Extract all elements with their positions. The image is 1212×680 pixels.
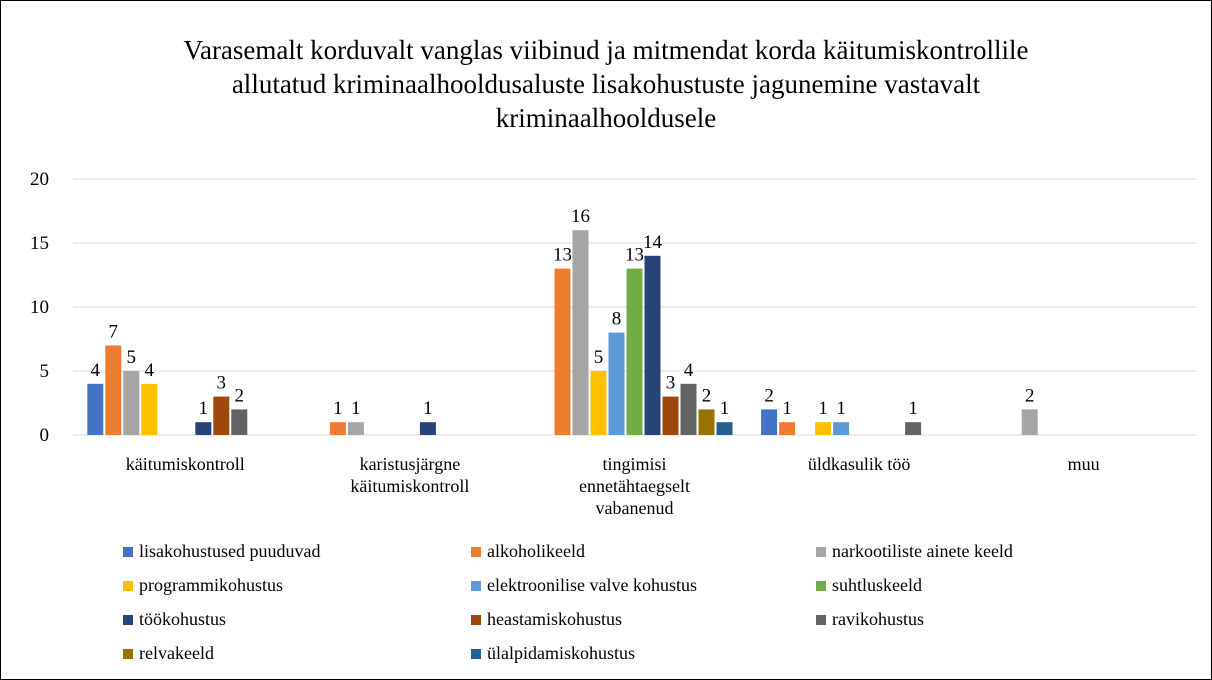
legend-entry: ülalpidamiskohustus — [471, 643, 635, 664]
bar — [123, 371, 140, 435]
legend-swatch — [471, 615, 481, 625]
legend-label: ravikohustus — [832, 609, 924, 629]
data-label: 1 — [423, 398, 433, 419]
legend-label: lisakohustused puuduvad — [139, 541, 321, 561]
legend-label: alkoholikeeld — [487, 541, 585, 561]
legend-swatch — [471, 649, 481, 659]
legend-entry: ravikohustus — [816, 609, 924, 630]
bar — [554, 268, 571, 435]
bar — [626, 268, 643, 435]
data-label: 2 — [1025, 385, 1035, 406]
x-tick-label: käitumiskontroll — [125, 454, 245, 474]
legend-entry: programmikohustus — [123, 575, 283, 596]
bar — [141, 383, 158, 435]
legend-label: heastamiskohustus — [487, 609, 622, 629]
legend-swatch — [816, 615, 826, 625]
legend-swatch — [816, 547, 826, 557]
bar — [644, 255, 661, 435]
x-tick-label: muu — [1067, 454, 1100, 474]
bar — [572, 230, 589, 435]
data-label: 1 — [333, 398, 343, 419]
legend-swatch — [471, 547, 481, 557]
bar — [347, 422, 364, 435]
data-label: 1 — [199, 398, 209, 419]
data-label: 4 — [684, 360, 694, 381]
legend-label: relvakeeld — [139, 643, 214, 663]
y-tick-label: 5 — [40, 361, 50, 382]
bar — [1021, 409, 1038, 435]
bar — [761, 409, 778, 435]
data-label: 1 — [351, 398, 361, 419]
data-label: 4 — [145, 360, 155, 381]
legend-entry: lisakohustused puuduvad — [123, 541, 321, 562]
legend-label: narkootiliste ainete keeld — [832, 541, 1013, 561]
legend-label: programmikohustus — [139, 575, 283, 595]
bar — [419, 422, 436, 435]
data-label: 2 — [235, 385, 245, 406]
data-label: 1 — [908, 398, 918, 419]
legend-entry: alkoholikeeld — [471, 541, 585, 562]
x-tick-label: tingimisi ennetähtaegselt vabanenud — [579, 454, 690, 518]
data-label: 5 — [594, 347, 604, 368]
bar — [195, 422, 212, 435]
x-tick-label: üldkasulik töö — [807, 454, 911, 474]
y-tick-label: 15 — [30, 233, 49, 254]
legend-label: elektroonilise valve kohustus — [487, 575, 697, 595]
legend-label: suhtluskeeld — [832, 575, 922, 595]
chart-title: Varasemalt korduvalt vanglas viibinud ja… — [183, 35, 1029, 133]
data-label: 13 — [625, 245, 644, 266]
legend-swatch — [123, 615, 133, 625]
y-tick-label: 10 — [30, 297, 49, 318]
data-label: 3 — [666, 373, 676, 394]
data-label: 14 — [643, 232, 663, 253]
legend-entry: narkootiliste ainete keeld — [816, 541, 1013, 562]
data-label: 3 — [217, 373, 227, 394]
legend-entry: töökohustus — [123, 609, 226, 630]
legend-entry: relvakeeld — [123, 643, 214, 664]
data-label: 2 — [764, 385, 774, 406]
data-label: 7 — [109, 321, 119, 342]
bar — [680, 383, 697, 435]
data-label: 16 — [571, 206, 590, 227]
data-label: 8 — [612, 309, 622, 330]
legend-swatch — [816, 581, 826, 591]
legend-swatch — [123, 581, 133, 591]
legend-entry: suhtluskeeld — [816, 575, 922, 596]
data-label: 2 — [702, 385, 712, 406]
legend-swatch — [123, 547, 133, 557]
data-label: 1 — [836, 398, 846, 419]
bar — [833, 422, 850, 435]
data-label: 1 — [782, 398, 792, 419]
data-label: 1 — [720, 398, 730, 419]
bar — [662, 396, 679, 435]
bar — [716, 422, 733, 435]
bar — [905, 422, 922, 435]
data-label: 13 — [553, 245, 572, 266]
bar — [87, 383, 104, 435]
bar — [213, 396, 230, 435]
x-tick-label: karistusjärgne käitumiskontroll — [350, 454, 470, 496]
legend-swatch — [123, 649, 133, 659]
data-label: 4 — [91, 360, 101, 381]
bar — [231, 409, 248, 435]
bar — [698, 409, 715, 435]
bar — [608, 332, 625, 435]
data-label: 1 — [818, 398, 828, 419]
legend-swatch — [471, 581, 481, 591]
y-tick-label: 20 — [30, 169, 49, 190]
bar — [329, 422, 346, 435]
legend-entry: heastamiskohustus — [471, 609, 622, 630]
bar — [105, 345, 122, 435]
legend-entry: elektroonilise valve kohustus — [471, 575, 697, 596]
legend-label: töökohustus — [139, 609, 227, 629]
bar — [590, 371, 607, 435]
bar — [815, 422, 832, 435]
legend-label: ülalpidamiskohustus — [487, 643, 635, 663]
y-tick-label: 0 — [40, 425, 50, 446]
data-label: 5 — [127, 347, 137, 368]
bar — [779, 422, 796, 435]
